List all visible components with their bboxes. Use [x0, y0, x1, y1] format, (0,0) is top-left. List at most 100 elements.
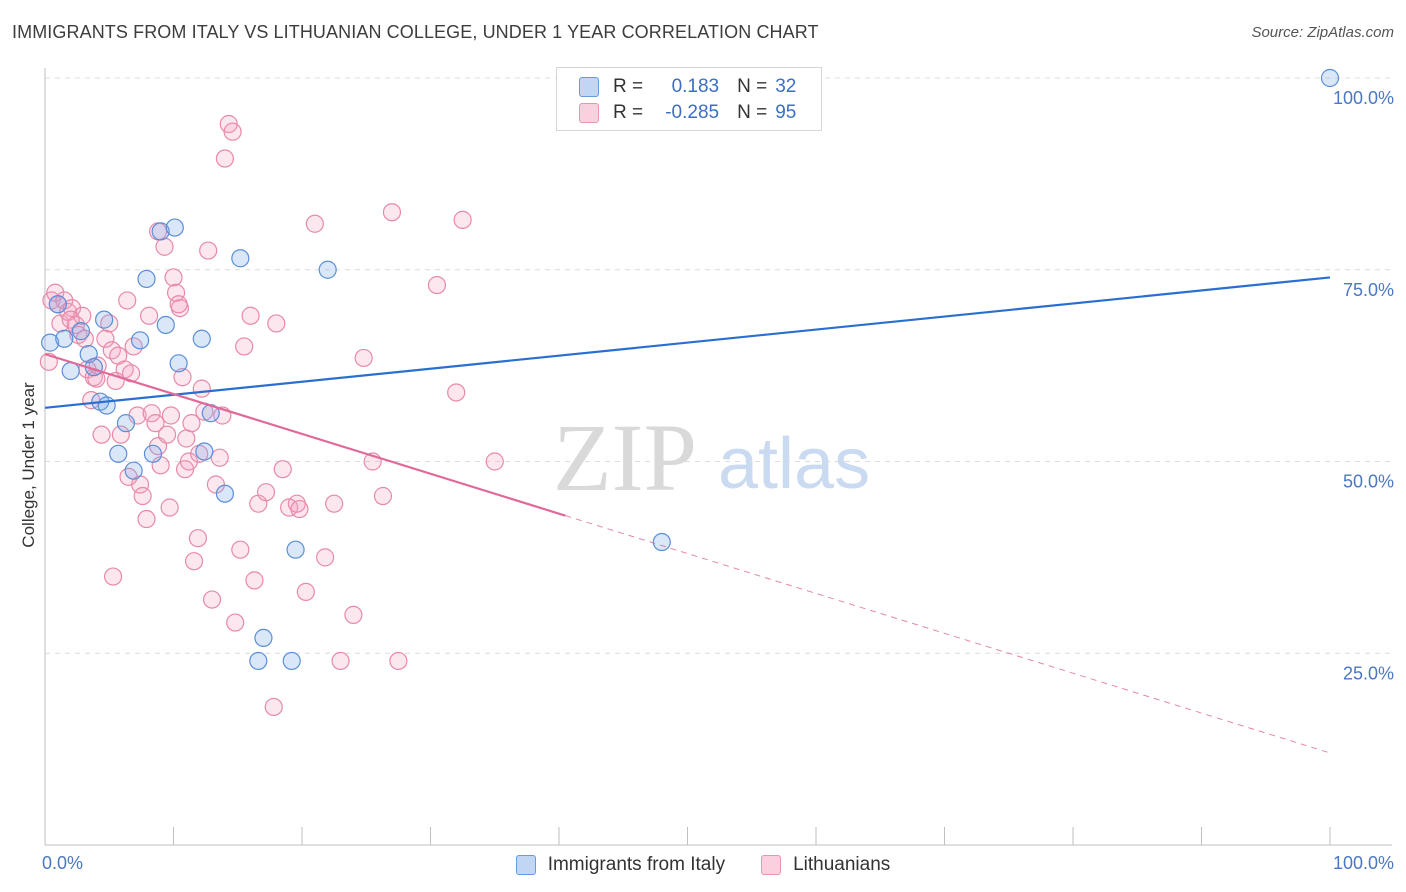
data-point-italy [192, 329, 211, 348]
y-tick-label: 25.0% [1343, 663, 1394, 683]
trend-lines [44, 276, 1331, 754]
bottom-legend-swatch-italy [515, 855, 536, 875]
data-point-lithuanians [231, 540, 250, 559]
data-point-italy [286, 540, 305, 559]
legend-r-value: -0.285 [665, 102, 720, 123]
data-point-lithuanians [325, 494, 344, 513]
data-point-lithuanians [331, 651, 350, 671]
data-point-italy [95, 310, 114, 329]
legend-n-value: 95 [775, 102, 797, 123]
y-axis-title: College, Under 1 year [19, 382, 38, 548]
legend-r-label: R = [613, 76, 644, 97]
data-point-lithuanians [382, 203, 402, 222]
data-point-italy [231, 249, 250, 268]
chart-source: Source: ZipAtlas.com [1251, 24, 1394, 41]
y-tick-label: 75.0% [1343, 280, 1394, 300]
data-point-lithuanians [241, 306, 260, 325]
bottom-legend-label-lithuanians: Lithuanians [793, 854, 891, 875]
data-point-italy [169, 354, 188, 373]
data-point-lithuanians [157, 425, 177, 444]
data-point-italy [156, 315, 175, 335]
data-point-lithuanians [202, 590, 222, 609]
legend-n-value: 32 [775, 76, 797, 97]
x-tick-label-min: 0.0% [42, 853, 83, 873]
y-tick-label: 50.0% [1343, 472, 1394, 492]
data-point-lithuanians [161, 406, 181, 425]
data-point-lithuanians [485, 452, 504, 471]
data-point-italy [652, 532, 671, 552]
legend-box: R = 0.183 N = 32 R = -0.285 N = 95 [556, 67, 822, 131]
data-point-italy [151, 222, 170, 241]
data-point-lithuanians [290, 499, 309, 519]
data-point-lithuanians [453, 210, 472, 229]
watermark-atlas: atlas [718, 424, 870, 504]
data-point-lithuanians [235, 337, 254, 356]
data-point-lithuanians [188, 529, 208, 548]
legend-row-italy: R = 0.183 N = 32 [579, 74, 796, 100]
data-point-italy [249, 651, 268, 671]
data-point-lithuanians [146, 414, 165, 433]
data-point-lithuanians [210, 448, 229, 467]
data-point-lithuanians [164, 268, 183, 287]
legend-n-label: N = [737, 76, 768, 97]
y-tick-label: 100.0% [1333, 88, 1394, 108]
data-point-lithuanians [169, 295, 188, 314]
data-point-lithuanians [61, 310, 80, 329]
data-point-lithuanians [133, 486, 152, 506]
data-point-lithuanians [226, 613, 245, 632]
trend-line-solid [44, 276, 1331, 409]
legend-swatch-lithuanians [579, 103, 599, 123]
chart-title: IMMIGRANTS FROM ITALY VS LITHUANIAN COLL… [12, 22, 819, 42]
data-point-lithuanians [223, 122, 242, 141]
data-point-lithuanians [142, 404, 161, 423]
data-point-lithuanians [344, 605, 363, 625]
data-point-italy [254, 628, 273, 648]
data-point-italy [97, 396, 116, 415]
legend-row-lithuanians: R = -0.285 N = 95 [579, 100, 796, 126]
data-point-italy [116, 414, 136, 433]
bottom-legend-swatch-lithuanians [761, 855, 782, 875]
data-point-italy [124, 461, 143, 480]
data-point-italy [109, 444, 128, 463]
data-point-lithuanians [160, 498, 179, 517]
x-tick-label-max: 100.0% [1333, 853, 1394, 873]
data-point-lithuanians [166, 283, 186, 302]
data-point-italy [55, 329, 74, 348]
data-point-lithuanians [177, 429, 196, 448]
data-point-lithuanians [245, 571, 264, 590]
data-point-lithuanians [264, 697, 283, 717]
data-point-lithuanians [118, 291, 137, 310]
data-point-lithuanians [305, 214, 324, 233]
data-point-lithuanians [215, 149, 234, 168]
data-point-italy [1320, 68, 1340, 88]
data-point-lithuanians [192, 379, 211, 398]
data-point-lithuanians [111, 425, 130, 444]
bottom-legend: Immigrants from Italy Lithuanians [0, 852, 1406, 878]
data-point-lithuanians [296, 582, 315, 601]
legend-swatch-italy [579, 77, 599, 97]
data-point-lithuanians [316, 548, 335, 567]
legend-n-label: N = [737, 102, 768, 123]
trend-line-solid [44, 353, 566, 517]
data-point-italy [195, 442, 214, 461]
data-point-lithuanians [184, 552, 204, 571]
legend-r-label: R = [613, 102, 644, 123]
bottom-legend-item-lithuanians: Lithuanians [761, 854, 890, 876]
data-point-italy [41, 333, 60, 352]
data-point-italy [165, 218, 184, 237]
data-point-lithuanians [92, 425, 111, 444]
data-point-lithuanians [73, 306, 92, 325]
data-point-italy [143, 444, 163, 463]
series-lithuanians [39, 114, 504, 717]
data-point-lithuanians [137, 509, 156, 529]
grid [45, 77, 1392, 654]
data-point-lithuanians [179, 452, 199, 471]
tick-labels: 25.0% 50.0% 75.0% 100.0% 0.0% 100.0% [42, 88, 1394, 873]
data-point-lithuanians [354, 348, 373, 368]
data-point-lithuanians [173, 368, 192, 387]
axes [44, 68, 1392, 846]
data-point-italy [282, 651, 301, 671]
data-point-lithuanians [139, 306, 159, 325]
data-point-italy [130, 331, 150, 350]
